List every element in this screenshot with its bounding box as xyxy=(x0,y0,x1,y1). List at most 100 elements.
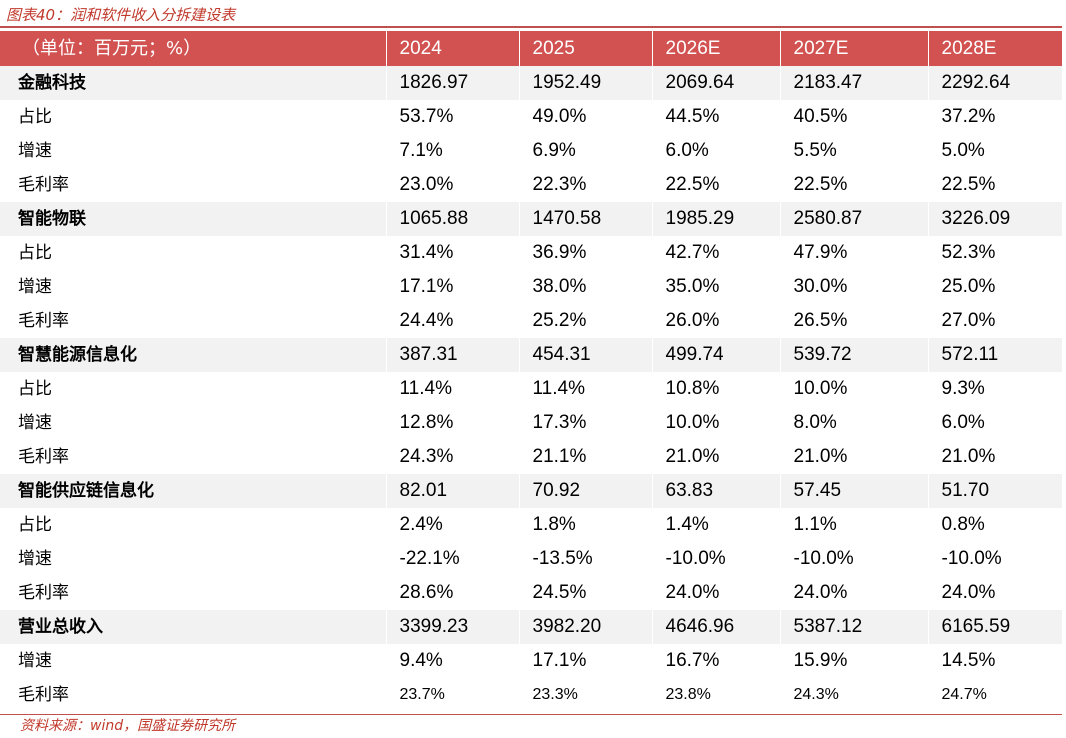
cell-value: 63.83 xyxy=(651,474,780,508)
cell-value: 35.0% xyxy=(651,270,780,304)
cell-value: 1470.58 xyxy=(518,202,652,236)
cell-value: 21.0% xyxy=(779,440,928,474)
row-label: 金融科技 xyxy=(0,66,386,100)
cell-value: 21.0% xyxy=(651,440,780,474)
cell-value: 40.5% xyxy=(779,100,928,134)
cell-value: 10.0% xyxy=(779,372,928,406)
cell-value: 6.0% xyxy=(927,406,1062,440)
cell-value: 24.4% xyxy=(385,304,519,338)
segment-row: 营业总收入 3399.23 3982.20 4646.96 5387.12 6165.59 xyxy=(0,610,1062,644)
cell-value: 17.1% xyxy=(385,270,519,304)
source-note: 资料来源：wind，国盛证券研究所 xyxy=(20,718,236,734)
table-row: 占比 2.4% 1.8% 1.4% 1.1% 0.8% xyxy=(0,508,1062,542)
cell-value: 499.74 xyxy=(651,338,780,372)
header-year-2028e: 2028E xyxy=(927,31,1062,66)
row-label: 营业总收入 xyxy=(0,610,386,644)
table-body: 金融科技 1826.97 1952.49 2069.64 2183.47 2292.64 占… xyxy=(0,66,1062,712)
cell-value: 0.8% xyxy=(927,508,1062,542)
cell-value: 2580.87 xyxy=(779,202,928,236)
table-row: 增速 7.1% 6.9% 6.0% 5.5% 5.0% xyxy=(0,134,1062,168)
row-label: 占比 xyxy=(18,243,52,263)
row-label: 毛利率 xyxy=(18,685,69,705)
cell-value: 2.4% xyxy=(385,508,519,542)
cell-value: 17.1% xyxy=(518,644,652,678)
cell-value: 49.0% xyxy=(518,100,652,134)
row-label: 增速 xyxy=(18,141,52,161)
cell-value: 82.01 xyxy=(385,474,519,508)
cell-value: 1.1% xyxy=(779,508,928,542)
header-year-2027e: 2027E xyxy=(779,31,928,66)
row-label: 智慧能源信息化 xyxy=(0,338,386,372)
row-label: 毛利率 xyxy=(18,447,69,467)
cell-value: 28.6% xyxy=(385,576,519,610)
cell-value: 27.0% xyxy=(927,304,1062,338)
cell-value: 26.0% xyxy=(651,304,780,338)
revenue-breakdown-table: （单位：百万元；%） 2024 2025 2026E 2027E 2028E 金… xyxy=(0,31,1062,712)
cell-value: 16.7% xyxy=(651,644,780,678)
cell-value: 2292.64 xyxy=(927,66,1062,100)
cell-value: 47.9% xyxy=(779,236,928,270)
cell-value: 572.11 xyxy=(927,338,1062,372)
cell-value: 70.92 xyxy=(518,474,652,508)
cell-value: 42.7% xyxy=(651,236,780,270)
cell-value: 1065.88 xyxy=(385,202,519,236)
cell-value: 1952.49 xyxy=(518,66,652,100)
cell-value: 37.2% xyxy=(927,100,1062,134)
header-year-2024: 2024 xyxy=(385,31,519,66)
cell-value: 44.5% xyxy=(651,100,780,134)
cell-value: 21.1% xyxy=(518,440,652,474)
table-row: 占比 53.7% 49.0% 44.5% 40.5% 37.2% xyxy=(0,100,1062,134)
cell-value: -10.0% xyxy=(779,542,928,576)
cell-value: 30.0% xyxy=(779,270,928,304)
table-row: 增速 -22.1% -13.5% -10.0% -10.0% -10.0% xyxy=(0,542,1062,576)
table-row: 增速 12.8% 17.3% 10.0% 8.0% 6.0% xyxy=(0,406,1062,440)
cell-value: 9.4% xyxy=(385,644,519,678)
header-unit: （单位：百万元；%） xyxy=(0,31,386,66)
cell-value: 9.3% xyxy=(927,372,1062,406)
cell-value: 10.8% xyxy=(651,372,780,406)
cell-value: 1985.29 xyxy=(651,202,780,236)
row-label: 增速 xyxy=(18,277,52,297)
cell-value: 22.3% xyxy=(518,168,652,202)
header-year-2025: 2025 xyxy=(518,31,652,66)
table-row: 增速 9.4% 17.1% 16.7% 15.9% 14.5% xyxy=(0,644,1062,678)
row-label: 占比 xyxy=(18,515,52,535)
cell-value: 5387.12 xyxy=(779,610,928,644)
cell-value: 25.0% xyxy=(927,270,1062,304)
cell-value: 454.31 xyxy=(518,338,652,372)
cell-value: 57.45 xyxy=(779,474,928,508)
cell-value: 539.72 xyxy=(779,338,928,372)
cell-value: 24.7% xyxy=(927,678,1062,712)
cell-value: 6.0% xyxy=(651,134,780,168)
cell-value: -10.0% xyxy=(651,542,780,576)
row-label: 增速 xyxy=(18,549,52,569)
header-year-2026e: 2026E xyxy=(651,31,780,66)
cell-value: 23.3% xyxy=(518,678,652,712)
cell-value: 17.3% xyxy=(518,406,652,440)
segment-row: 金融科技 1826.97 1952.49 2069.64 2183.47 2292.64 xyxy=(0,66,1062,100)
cell-value: 24.0% xyxy=(927,576,1062,610)
row-label: 占比 xyxy=(18,107,52,127)
cell-value: 21.0% xyxy=(927,440,1062,474)
row-label: 智能物联 xyxy=(0,202,386,236)
cell-value: 31.4% xyxy=(385,236,519,270)
table-row: 毛利率 23.7% 23.3% 23.8% 24.3% 24.7% xyxy=(0,678,1062,712)
cell-value: 8.0% xyxy=(779,406,928,440)
cell-value: 1826.97 xyxy=(385,66,519,100)
cell-value: 5.0% xyxy=(927,134,1062,168)
row-label: 增速 xyxy=(18,651,52,671)
cell-value: 36.9% xyxy=(518,236,652,270)
table-caption: 图表40：润和软件收入分拆建设表 xyxy=(6,6,236,24)
cell-value: 38.0% xyxy=(518,270,652,304)
cell-value: 25.2% xyxy=(518,304,652,338)
cell-value: 24.3% xyxy=(779,678,928,712)
cell-value: 53.7% xyxy=(385,100,519,134)
cell-value: 26.5% xyxy=(779,304,928,338)
row-label: 占比 xyxy=(18,379,52,399)
cell-value: 3399.23 xyxy=(385,610,519,644)
cell-value: 6.9% xyxy=(518,134,652,168)
cell-value: 6165.59 xyxy=(927,610,1062,644)
segment-row: 智能供应链信息化 82.01 70.92 63.83 57.45 51.70 xyxy=(0,474,1062,508)
cell-value: 51.70 xyxy=(927,474,1062,508)
cell-value: -13.5% xyxy=(518,542,652,576)
